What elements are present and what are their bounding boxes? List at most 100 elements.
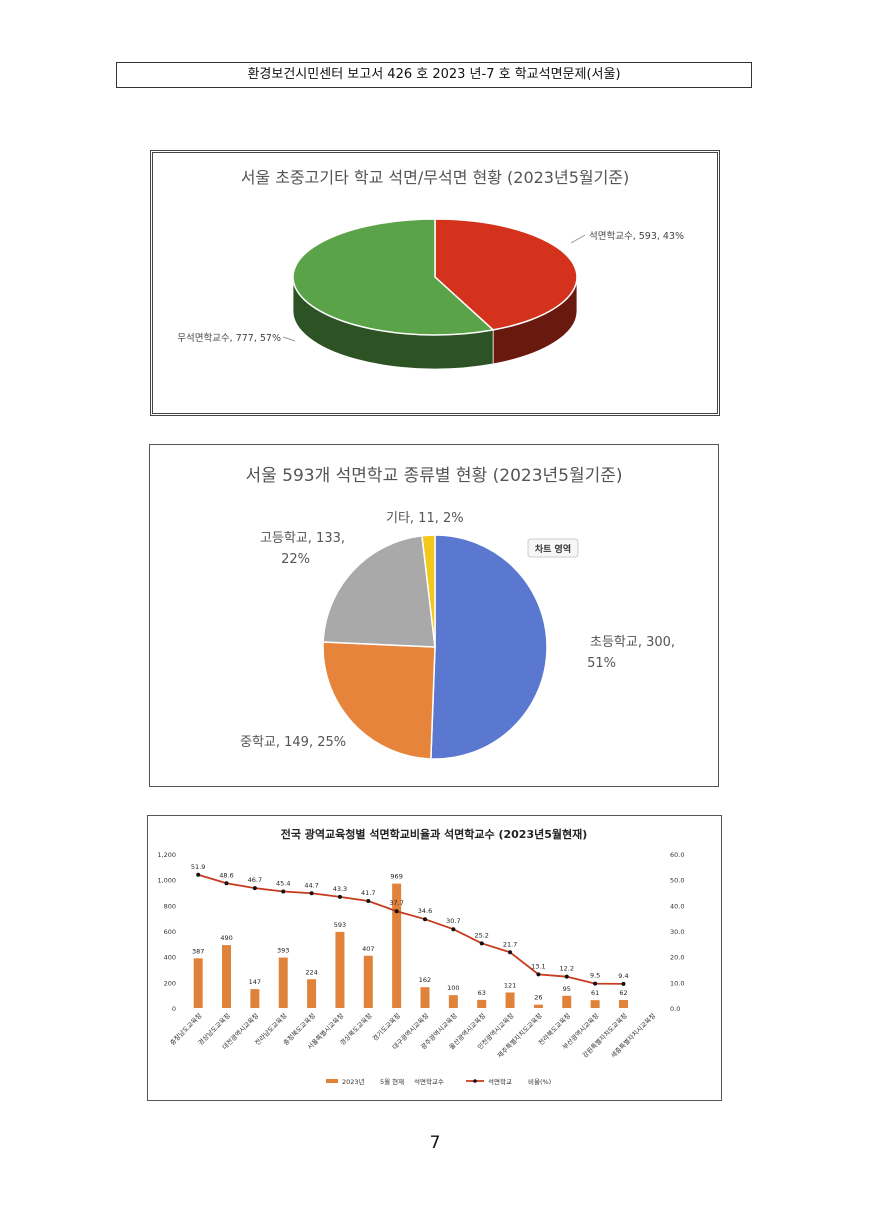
bar-value-label: 147 bbox=[249, 978, 261, 986]
pie-label-기타: 기타, 11, 2% bbox=[386, 511, 464, 526]
bar bbox=[420, 987, 430, 1008]
ratio-point bbox=[394, 909, 399, 914]
y-right-tick: 40.0 bbox=[670, 902, 684, 910]
y-right-tick: 0.0 bbox=[670, 1005, 680, 1013]
bar bbox=[618, 1000, 628, 1008]
ratio-point bbox=[281, 889, 286, 894]
y-left-tick: 600 bbox=[164, 928, 176, 936]
ratio-point bbox=[252, 886, 257, 891]
ratio-value-label: 45.4 bbox=[276, 879, 290, 887]
ratio-value-label: 12.2 bbox=[560, 965, 574, 973]
bar-value-label: 61 bbox=[591, 989, 599, 997]
legend-line-marker bbox=[473, 1079, 477, 1083]
ratio-point bbox=[621, 981, 626, 986]
legend-bar-label-a: 2023년 bbox=[342, 1077, 365, 1086]
pie-label-초등학교: 초등학교, 300, bbox=[590, 635, 675, 650]
pie-label-non-asbestos: 무석면학교수, 777, 57% bbox=[177, 333, 281, 344]
legend-bar-label-c: 석면학교수 bbox=[414, 1077, 444, 1086]
legend-line-label-b: 비율(%) bbox=[528, 1077, 551, 1086]
y-left-tick: 800 bbox=[164, 902, 176, 910]
ratio-value-label: 41.7 bbox=[361, 889, 375, 897]
bar-value-label: 407 bbox=[362, 945, 374, 953]
chart-area-tooltip: 차트 영역 bbox=[527, 538, 579, 558]
ratio-value-label: 13.1 bbox=[531, 962, 545, 970]
bar-value-label: 393 bbox=[277, 947, 289, 955]
y-right-tick: 30.0 bbox=[670, 928, 684, 936]
bar-value-label: 63 bbox=[478, 989, 486, 997]
bar-value-label: 95 bbox=[563, 985, 571, 993]
school-type-pie-chart: 서울 593개 석면학교 종류별 현황 (2023년5월기준) 초등학교, 30… bbox=[240, 466, 675, 760]
ratio-point bbox=[366, 898, 371, 903]
legend-line-label-a: 석면학교 bbox=[488, 1077, 512, 1086]
bar bbox=[250, 989, 260, 1008]
page-number: 7 bbox=[429, 1133, 441, 1153]
bar-value-label: 62 bbox=[619, 989, 627, 997]
report-header: 환경보건시민센터 보고서 426 호 2023 년-7 호 학교석면문제(서울) bbox=[116, 62, 752, 88]
ratio-value-label: 21.7 bbox=[503, 940, 517, 948]
national-asbestos-combo-panel[interactable]: 전국 광역교육청별 석면학교비율과 석면학교수 (2023년5월현재) 0 200… bbox=[147, 815, 722, 1101]
ratio-value-label: 46.7 bbox=[248, 876, 262, 884]
asbestos-status-pie-chart: 서울 초중고기타 학교 석면/무석면 현황 (2023년5월기준) 석면학교수,… bbox=[177, 168, 684, 370]
pie-slice-중학교 bbox=[322, 641, 436, 760]
pie-label-고등학교: 고등학교, 133, bbox=[260, 531, 345, 546]
pie-slice-무석면학교수 bbox=[292, 218, 495, 336]
y-right-tick: 10.0 bbox=[670, 979, 684, 987]
bar bbox=[562, 995, 572, 1008]
bar bbox=[278, 957, 288, 1008]
ratio-point bbox=[564, 974, 569, 979]
bar bbox=[533, 1004, 543, 1008]
pie-slice-기타 bbox=[421, 534, 436, 648]
ratio-value-label: 34.6 bbox=[418, 907, 432, 915]
ratio-point bbox=[451, 927, 456, 932]
bar-value-label: 593 bbox=[334, 921, 346, 929]
leader-line-non-asbestos bbox=[282, 336, 296, 342]
bar bbox=[477, 999, 487, 1008]
ratio-point bbox=[508, 950, 513, 955]
ratio-value-label: 9.4 bbox=[618, 972, 628, 980]
ratio-value-label: 44.7 bbox=[304, 881, 318, 889]
chart2-title: 서울 593개 석면학교 종류별 현황 (2023년5월기준) bbox=[245, 466, 622, 486]
chart1-title: 서울 초중고기타 학교 석면/무석면 현황 (2023년5월기준) bbox=[241, 168, 630, 187]
asbestos-status-pie-panel[interactable]: 서울 초중고기타 학교 석면/무석면 현황 (2023년5월기준) 석면학교수,… bbox=[150, 150, 720, 416]
bar bbox=[505, 992, 515, 1008]
y-left-tick: 200 bbox=[164, 979, 176, 987]
bar-value-label: 490 bbox=[220, 934, 232, 942]
legend-bar-label-b: 5월 현재 bbox=[380, 1077, 404, 1086]
bar bbox=[335, 931, 345, 1008]
pie-slice-초등학교 bbox=[430, 534, 548, 760]
pie-slice-고등학교 bbox=[322, 534, 436, 648]
pie-label-pct-초등학교: 51% bbox=[587, 656, 616, 671]
ratio-line bbox=[197, 873, 624, 985]
ratio-point bbox=[309, 891, 314, 896]
y-right-tick: 60.0 bbox=[670, 851, 684, 859]
bar-value-label: 162 bbox=[419, 976, 431, 984]
y-left-tick: 400 bbox=[164, 954, 176, 962]
pie-label-asbestos: 석면학교수, 593, 43% bbox=[589, 231, 684, 242]
bar bbox=[193, 958, 203, 1008]
y-left-tick: 1,000 bbox=[157, 877, 176, 885]
ratio-value-label: 30.7 bbox=[446, 917, 460, 925]
bar bbox=[448, 995, 458, 1008]
bar-value-label: 969 bbox=[390, 873, 402, 881]
ratio-point bbox=[337, 894, 342, 899]
ratio-point bbox=[593, 981, 598, 986]
ratio-point bbox=[224, 881, 229, 886]
school-type-pie-panel[interactable]: 서울 593개 석면학교 종류별 현황 (2023년5월기준) 초등학교, 30… bbox=[149, 444, 719, 787]
bar bbox=[222, 945, 232, 1008]
legend-bar-swatch bbox=[326, 1079, 338, 1083]
ratio-value-label: 43.3 bbox=[333, 885, 347, 893]
bar bbox=[590, 1000, 600, 1008]
chart3-title: 전국 광역교육청별 석면학교비율과 석면학교수 (2023년5월현재) bbox=[281, 827, 588, 841]
bar-value-label: 26 bbox=[534, 994, 542, 1002]
tooltip-text: 차트 영역 bbox=[535, 543, 571, 555]
bar bbox=[307, 979, 317, 1008]
leader-line-asbestos bbox=[570, 234, 586, 244]
bar-value-label: 100 bbox=[447, 984, 459, 992]
bar-value-label: 387 bbox=[192, 947, 204, 955]
y-right-tick: 50.0 bbox=[670, 877, 684, 885]
y-right-tick: 20.0 bbox=[670, 954, 684, 962]
national-asbestos-combo-chart: 전국 광역교육청별 석면학교비율과 석면학교수 (2023년5월현재) 0 200… bbox=[157, 827, 684, 1086]
pie-label-중학교: 중학교, 149, 25% bbox=[240, 735, 346, 750]
ratio-value-label: 48.6 bbox=[219, 871, 233, 879]
ratio-point bbox=[479, 941, 484, 946]
